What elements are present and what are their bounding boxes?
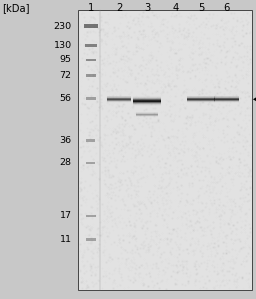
Bar <box>215 101 239 102</box>
Bar <box>107 99 131 100</box>
Bar <box>133 98 161 99</box>
Text: 6: 6 <box>223 3 230 13</box>
Bar <box>187 97 215 98</box>
Bar <box>215 102 239 103</box>
Bar <box>86 161 95 164</box>
Bar <box>86 139 95 141</box>
Bar <box>187 98 215 99</box>
Bar <box>84 24 98 28</box>
Bar <box>86 97 96 100</box>
Bar <box>215 98 239 99</box>
Bar <box>187 102 215 103</box>
Text: 56: 56 <box>60 94 72 103</box>
Text: 5: 5 <box>198 3 204 13</box>
Bar <box>107 101 131 102</box>
Bar <box>215 99 239 100</box>
Bar <box>133 97 161 98</box>
Bar <box>0 0 78 299</box>
Text: 11: 11 <box>60 235 72 244</box>
Bar <box>133 99 161 100</box>
Bar <box>133 101 161 102</box>
Bar <box>86 74 96 77</box>
Bar <box>133 103 161 104</box>
Bar <box>187 96 215 97</box>
Bar <box>78 10 252 290</box>
Bar <box>107 97 131 98</box>
Bar <box>78 10 252 290</box>
Text: 95: 95 <box>60 55 72 64</box>
Bar <box>187 101 215 102</box>
Text: 36: 36 <box>60 136 72 145</box>
Text: 4: 4 <box>172 3 178 13</box>
Bar <box>215 96 239 97</box>
Bar <box>107 102 131 103</box>
Text: 1: 1 <box>88 3 94 13</box>
Bar <box>215 100 239 101</box>
Text: 72: 72 <box>60 71 72 80</box>
Bar <box>187 99 215 100</box>
Bar <box>86 238 96 240</box>
Bar <box>133 105 161 106</box>
Bar <box>107 96 131 97</box>
Bar <box>133 102 161 103</box>
Text: 17: 17 <box>60 211 72 220</box>
Bar <box>133 104 161 105</box>
Text: 130: 130 <box>54 41 72 50</box>
Bar <box>86 215 96 217</box>
Bar <box>85 44 97 47</box>
Bar <box>107 98 131 99</box>
Text: 3: 3 <box>144 3 150 13</box>
Polygon shape <box>253 94 256 104</box>
Text: 2: 2 <box>116 3 122 13</box>
Bar <box>133 100 161 101</box>
Bar <box>187 100 215 101</box>
Bar <box>86 59 96 61</box>
Text: [kDa]: [kDa] <box>3 3 30 13</box>
Bar <box>133 96 161 97</box>
Bar <box>215 97 239 98</box>
Bar <box>78 10 252 290</box>
Text: 28: 28 <box>60 158 72 167</box>
Bar <box>107 100 131 101</box>
Text: 230: 230 <box>54 22 72 31</box>
